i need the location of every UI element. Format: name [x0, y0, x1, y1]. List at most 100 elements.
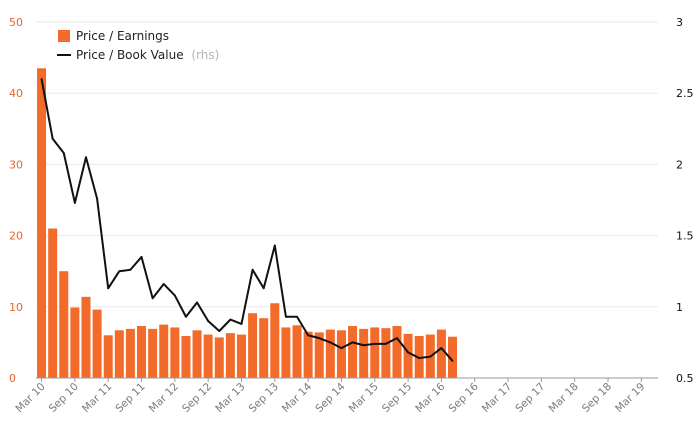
- line-point-price-book: [451, 360, 454, 362]
- bar-price-earnings: [336, 330, 346, 378]
- line-series-price-book: [40, 78, 454, 362]
- line-point-price-book: [362, 344, 365, 347]
- bar-price-earnings: [203, 334, 213, 378]
- bar-price-earnings: [114, 330, 124, 378]
- y-right-tick-label: 3: [676, 16, 683, 29]
- bar-price-earnings: [214, 337, 224, 378]
- line-point-price-book: [296, 315, 298, 318]
- line-point-price-book: [129, 268, 132, 271]
- x-tick-label: Mar 19: [613, 381, 647, 415]
- bar-price-earnings: [314, 332, 324, 378]
- y-left-tick-label: 40: [9, 87, 23, 100]
- x-tick-label: Mar 16: [413, 380, 448, 415]
- y-left-tick-label: 0: [9, 372, 16, 385]
- line-point-price-book: [140, 256, 143, 258]
- y-right-tick-label: 0.5: [676, 372, 694, 385]
- bar-price-earnings: [325, 329, 335, 378]
- line-point-price-book: [318, 337, 321, 340]
- line-point-price-book: [429, 355, 432, 358]
- line-point-price-book: [240, 322, 243, 325]
- line-point-price-book: [96, 197, 98, 200]
- bar-price-earnings: [403, 333, 413, 378]
- bar-price-earnings: [37, 68, 47, 378]
- bar-price-earnings: [125, 328, 135, 378]
- x-tick-label: Sep 11: [113, 381, 147, 415]
- line-point-price-book: [185, 315, 187, 318]
- x-tick-label: Sep 10: [47, 381, 81, 415]
- line-point-price-book: [85, 156, 87, 159]
- line-point-price-book: [229, 318, 232, 321]
- bar-price-earnings: [170, 327, 180, 378]
- line-point-price-book: [118, 270, 121, 273]
- bar-price-earnings: [81, 296, 91, 378]
- grid-lines: [36, 21, 658, 308]
- x-tick-label: Sep 15: [380, 381, 414, 415]
- legend-suffix-rhs: (rhs): [191, 48, 219, 62]
- x-tick-label: Sep 13: [247, 381, 281, 415]
- bar-price-earnings: [436, 329, 446, 378]
- bar-price-earnings: [181, 335, 191, 378]
- y-right-tick-label: 2: [676, 158, 683, 171]
- x-tick-label: Sep 17: [513, 381, 547, 415]
- legend-label-price-earnings: Price / Earnings: [76, 29, 169, 43]
- bar-price-earnings: [236, 334, 246, 378]
- y-left-tick-label: 50: [9, 16, 23, 29]
- x-tick-label: Mar 18: [547, 381, 581, 415]
- y-left-tick-label: 20: [9, 230, 23, 243]
- line-point-price-book: [285, 315, 287, 318]
- line-point-price-book: [273, 244, 276, 247]
- x-tick-label: Mar 11: [80, 381, 114, 415]
- y-right-tick-label: 2.5: [676, 87, 694, 100]
- x-tick-label: Sep 14: [313, 380, 348, 415]
- y-right-tick-label: 1.5: [676, 230, 694, 243]
- bar-price-earnings: [148, 328, 158, 378]
- bar-price-earnings: [292, 325, 302, 378]
- line-point-price-book: [351, 341, 354, 344]
- line-price-book: [40, 78, 454, 362]
- line-point-price-book: [40, 78, 43, 80]
- bar-price-earnings: [92, 309, 102, 378]
- line-point-price-book: [373, 342, 376, 345]
- bar-price-earnings: [303, 331, 313, 378]
- bar-price-earnings: [448, 336, 458, 378]
- line-point-price-book: [340, 347, 343, 349]
- bar-price-earnings: [59, 271, 69, 378]
- x-tick-label: Mar 13: [213, 381, 247, 415]
- line-point-price-book: [62, 152, 65, 154]
- bar-price-earnings: [159, 324, 169, 378]
- bar-price-earnings: [137, 326, 147, 378]
- bar-price-earnings: [248, 313, 258, 378]
- bar-price-earnings: [392, 326, 402, 378]
- line-point-price-book: [218, 330, 221, 332]
- y-right-tick-label: 1: [676, 301, 683, 314]
- bar-price-earnings: [381, 328, 391, 378]
- bar-price-earnings: [348, 326, 358, 378]
- bar-price-earnings: [225, 333, 235, 378]
- line-point-price-book: [384, 342, 387, 345]
- line-point-price-book: [51, 137, 54, 140]
- line-point-price-book: [196, 301, 198, 304]
- bar-price-earnings: [48, 228, 58, 378]
- x-tick-label: Mar 17: [480, 381, 514, 415]
- y-left-tick-label: 10: [9, 301, 23, 314]
- x-tick-label: Sep 18: [580, 381, 614, 415]
- line-point-price-book: [73, 201, 76, 204]
- bar-price-earnings: [359, 328, 369, 378]
- x-tick-label: Mar 14: [280, 380, 315, 415]
- line-point-price-book: [262, 287, 265, 290]
- line-point-price-book: [107, 287, 110, 290]
- x-tick-label: Sep 16: [447, 380, 482, 415]
- line-point-price-book: [329, 341, 332, 344]
- line-point-price-book: [396, 337, 398, 340]
- bar-price-earnings: [192, 330, 202, 378]
- line-point-price-book: [407, 351, 409, 354]
- x-tick-label: Sep 12: [180, 381, 214, 415]
- line-point-price-book: [251, 268, 254, 271]
- line-point-price-book: [173, 294, 176, 297]
- line-point-price-book: [151, 297, 154, 300]
- bar-price-earnings: [70, 307, 80, 378]
- legend-label-price-book: Price / Book Value (rhs): [76, 48, 219, 62]
- x-tick-label: Mar 10: [13, 381, 47, 415]
